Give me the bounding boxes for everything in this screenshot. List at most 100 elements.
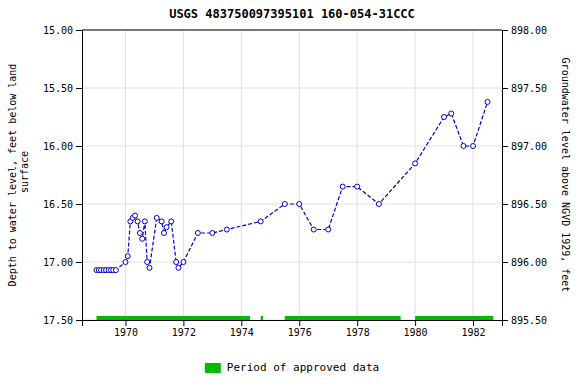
data-point	[176, 265, 181, 270]
data-point	[461, 144, 466, 149]
data-point	[123, 260, 128, 265]
tick-mark	[502, 262, 508, 263]
tick: 897.00	[502, 141, 547, 152]
data-point	[140, 236, 145, 241]
tick: 1976	[288, 320, 312, 338]
tick-label: 16.00	[43, 141, 73, 152]
legend-swatch	[205, 363, 221, 373]
x-axis: 1970 1972 1974 1976 1978 1980 1982	[83, 320, 503, 338]
y2-axis-label: Groundwater level above NGVD 1929, feet	[560, 58, 571, 293]
tick-label: 17.00	[43, 257, 73, 268]
data-point	[210, 231, 215, 236]
data-point	[159, 219, 164, 224]
tick-mark	[76, 30, 82, 31]
data-point	[137, 231, 142, 236]
tick-label: 1974	[230, 327, 254, 338]
tick: 1970	[114, 320, 138, 338]
grid-line-x	[415, 30, 416, 320]
tick: 896.00	[502, 257, 547, 268]
tick-mark	[502, 320, 508, 321]
approved-segment	[96, 316, 250, 320]
tick-mark	[502, 146, 508, 147]
tick-mark	[473, 320, 474, 326]
tick: 1972	[172, 320, 196, 338]
tick: 1974	[230, 320, 254, 338]
tick-label: 1976	[288, 327, 312, 338]
data-point	[471, 144, 476, 149]
data-point	[161, 231, 166, 236]
title: USGS 483750097395101 160-054-31CCC	[169, 7, 415, 21]
tick-mark	[502, 88, 508, 89]
axis-line	[76, 31, 83, 321]
data-point	[485, 99, 490, 104]
tick-label: 896.50	[511, 199, 547, 210]
data-line	[96, 102, 487, 270]
tick-mark	[76, 88, 82, 89]
tick-label: 895.50	[511, 315, 547, 326]
tick-label: 1982	[461, 327, 485, 338]
tick-label: 1978	[346, 327, 370, 338]
tick-label: 896.00	[511, 257, 547, 268]
grid-line-x	[299, 30, 300, 320]
data-point	[181, 260, 186, 265]
grid-line-y	[82, 30, 502, 31]
plot: 1970 1972 1974 1976 1978 1980 1982 15.00 15.50 16…	[43, 25, 547, 338]
tick-label: 15.50	[43, 83, 73, 94]
data-point	[113, 268, 118, 273]
tick-label: 17.50	[43, 315, 73, 326]
tick-mark	[299, 320, 300, 326]
tick-mark	[241, 320, 242, 326]
y-axis: 15.00 15.50 16.00 16.50 17.00 17.50	[43, 25, 83, 326]
tick: 897.50	[502, 83, 547, 94]
data-point	[449, 111, 454, 116]
data-point	[297, 202, 302, 207]
tick-label: 16.50	[43, 199, 73, 210]
data-point	[195, 231, 200, 236]
data-point	[355, 184, 360, 189]
chart: 1970 1972 1974 1976 1978 1980 1982 15.00 15.50 16…	[0, 0, 576, 384]
tick: 15.50	[43, 83, 82, 94]
tick-label: 898.00	[511, 25, 547, 36]
data-point	[413, 161, 418, 166]
grid-line-y	[82, 88, 502, 89]
legend-label: Period of approved data	[227, 361, 379, 374]
tick: 895.50	[502, 315, 547, 326]
tick: 1980	[404, 320, 428, 338]
data-point	[142, 219, 147, 224]
data-point	[340, 184, 345, 189]
tick: 1978	[346, 320, 370, 338]
tick-label: 897.50	[511, 83, 547, 94]
tick: 16.00	[43, 141, 82, 152]
data-point	[311, 227, 316, 232]
tick: 17.50	[43, 315, 82, 326]
tick-mark	[76, 204, 82, 205]
grid-line-x	[183, 30, 184, 320]
tick: 16.50	[43, 199, 82, 210]
data	[94, 99, 493, 320]
tick: 15.00	[43, 25, 82, 36]
frame-top	[82, 30, 502, 31]
y-axis-label: Depth to water level, feet below land su…	[7, 64, 30, 287]
data-point	[442, 115, 447, 120]
tick-mark	[357, 320, 358, 326]
legend: Period of approved data	[205, 361, 379, 374]
tick-label: 1972	[172, 327, 196, 338]
data-point	[145, 260, 150, 265]
grid-line-x	[357, 30, 358, 320]
approved-segment	[285, 316, 401, 320]
tick: 1982	[461, 320, 485, 338]
tick-mark	[76, 320, 82, 321]
tick-label: 1970	[114, 327, 138, 338]
grid-line-x	[125, 30, 126, 320]
tick-label: 15.00	[43, 25, 73, 36]
data-point	[282, 202, 287, 207]
data-point	[326, 227, 331, 232]
approved-segment	[261, 316, 263, 320]
grid-line-x	[473, 30, 474, 320]
y2-axis: 895.50 896.00 896.50 897.00 897.50 898.00	[502, 25, 547, 326]
tick: 896.50	[502, 199, 547, 210]
data-point	[133, 213, 138, 218]
tick-label: 1980	[404, 327, 428, 338]
tick-mark	[502, 30, 508, 31]
tick: 17.00	[43, 257, 82, 268]
